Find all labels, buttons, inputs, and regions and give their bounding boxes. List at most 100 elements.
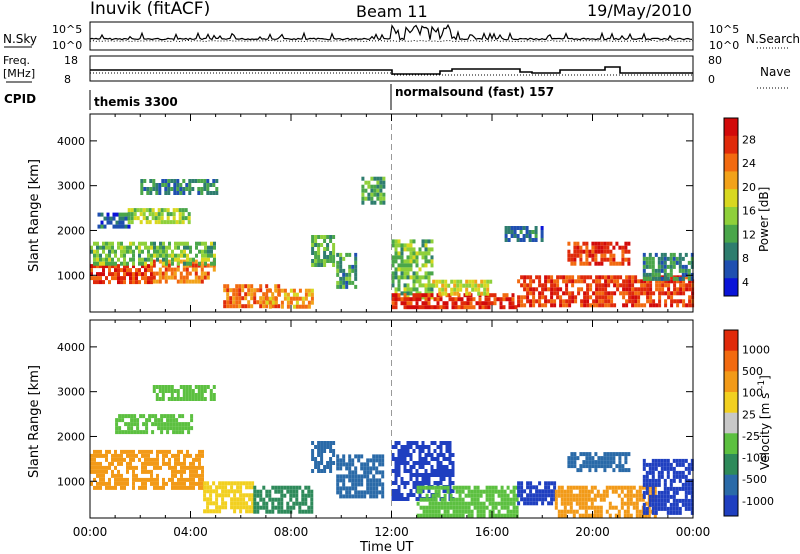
range-gate-cell [610, 295, 614, 300]
range-gate-cell [418, 251, 422, 256]
range-gate-cell [108, 245, 111, 250]
range-gate-cell [111, 261, 114, 266]
range-gate-cell [645, 490, 649, 495]
range-gate-cell [448, 297, 452, 302]
range-gate-cell [117, 453, 120, 458]
range-gate-cell [162, 485, 165, 490]
range-gate-cell [666, 490, 670, 495]
range-gate-cell [155, 393, 159, 397]
range-gate-cell [114, 253, 117, 258]
range-gate-cell [682, 287, 686, 292]
range-gate-cell [553, 497, 557, 502]
range-gate-cell [672, 264, 676, 269]
range-gate-cell [397, 473, 401, 477]
range-gate-cell [332, 461, 336, 465]
range-gate-cell [690, 510, 694, 515]
range-gate-cell [99, 473, 102, 478]
range-gate-cell [242, 493, 246, 498]
range-gate-cell [403, 293, 407, 298]
range-gate-cell [191, 393, 195, 397]
range-gate-cell [576, 468, 580, 473]
range-gate-cell [206, 271, 210, 276]
range-gate-cell [529, 291, 533, 296]
range-gate-cell [138, 261, 141, 266]
range-gate-cell [151, 216, 155, 221]
range-gate-cell [147, 449, 150, 454]
range-gate-cell [544, 497, 548, 502]
range-gate-cell [505, 293, 509, 298]
range-gate-cell [147, 268, 150, 273]
range-gate-cell [189, 453, 192, 458]
range-gate-cell [170, 385, 174, 389]
range-gate-cell [523, 295, 527, 300]
range-gate-cell [455, 505, 459, 510]
range-gate-cell [136, 430, 140, 435]
range-gate-cell [120, 261, 123, 266]
range-gate-cell [375, 478, 379, 483]
range-gate-cell [187, 422, 191, 427]
range-gate-cell [461, 505, 465, 510]
range-gate-cell [117, 276, 120, 281]
range-gate-cell [663, 498, 667, 503]
range-gate-cell [120, 477, 123, 482]
range-gate-cell [553, 291, 557, 296]
range-gate-cell [510, 226, 514, 230]
range-gate-cell [114, 473, 117, 478]
range-gate-cell [571, 291, 575, 296]
range-gate-cell [268, 288, 272, 293]
range-gate-cell [188, 183, 192, 187]
range-gate-cell [623, 513, 627, 518]
range-gate-cell [569, 489, 573, 494]
range-gate-cell [326, 445, 330, 449]
range-gate-cell [317, 259, 321, 263]
range-gate-cell [626, 489, 630, 494]
range-gate-cell [126, 268, 129, 273]
range-gate-cell [171, 261, 174, 266]
range-gate-cell [602, 493, 606, 498]
range-gate-cell [233, 509, 237, 514]
range-gate-cell [215, 191, 219, 195]
range-gate-cell [586, 299, 590, 304]
range-gate-cell [467, 513, 471, 518]
range-gate-cell [189, 485, 192, 490]
range-gate-cell [336, 482, 340, 487]
range-gate-cell [469, 305, 473, 310]
range-gate-cell [156, 477, 159, 482]
range-gate-cell [603, 245, 607, 250]
range-gate-cell [351, 458, 355, 463]
range-gate-cell [437, 513, 441, 518]
range-gate-cell [657, 264, 661, 269]
range-gate-cell [448, 481, 452, 485]
range-gate-cell [140, 191, 144, 195]
range-gate-cell [567, 241, 571, 246]
range-gate-cell [329, 239, 333, 243]
range-gate-cell [540, 238, 544, 242]
range-gate-cell [159, 241, 162, 246]
range-gate-cell [657, 272, 661, 277]
range-gate-cell [651, 510, 655, 515]
range-gate-cell [430, 239, 434, 244]
range-gate-cell [528, 238, 532, 242]
range-gate-cell [427, 453, 431, 457]
range-gate-cell [442, 457, 446, 461]
range-gate-cell [617, 513, 621, 518]
range-gate-cell [323, 247, 327, 251]
range-gate-cell [478, 297, 482, 302]
range-gate-cell [348, 462, 352, 467]
range-gate-cell [424, 297, 428, 302]
cpid-mode-2: normalsound (fast) 157 [395, 85, 554, 99]
range-gate-cell [221, 493, 225, 498]
range-gate-cell [623, 509, 627, 514]
range-gate-cell [604, 279, 608, 284]
range-gate-cell [363, 470, 367, 475]
range-gate-cell [409, 301, 413, 306]
range-gate-cell [339, 252, 343, 257]
range-gate-cell [642, 268, 646, 273]
range-gate-cell [520, 275, 524, 280]
range-gate-cell [172, 418, 176, 423]
range-gate-cell [469, 301, 473, 306]
range-gate-cell [584, 513, 588, 518]
range-gate-cell [99, 477, 102, 482]
colorbar-swatch [724, 433, 738, 455]
